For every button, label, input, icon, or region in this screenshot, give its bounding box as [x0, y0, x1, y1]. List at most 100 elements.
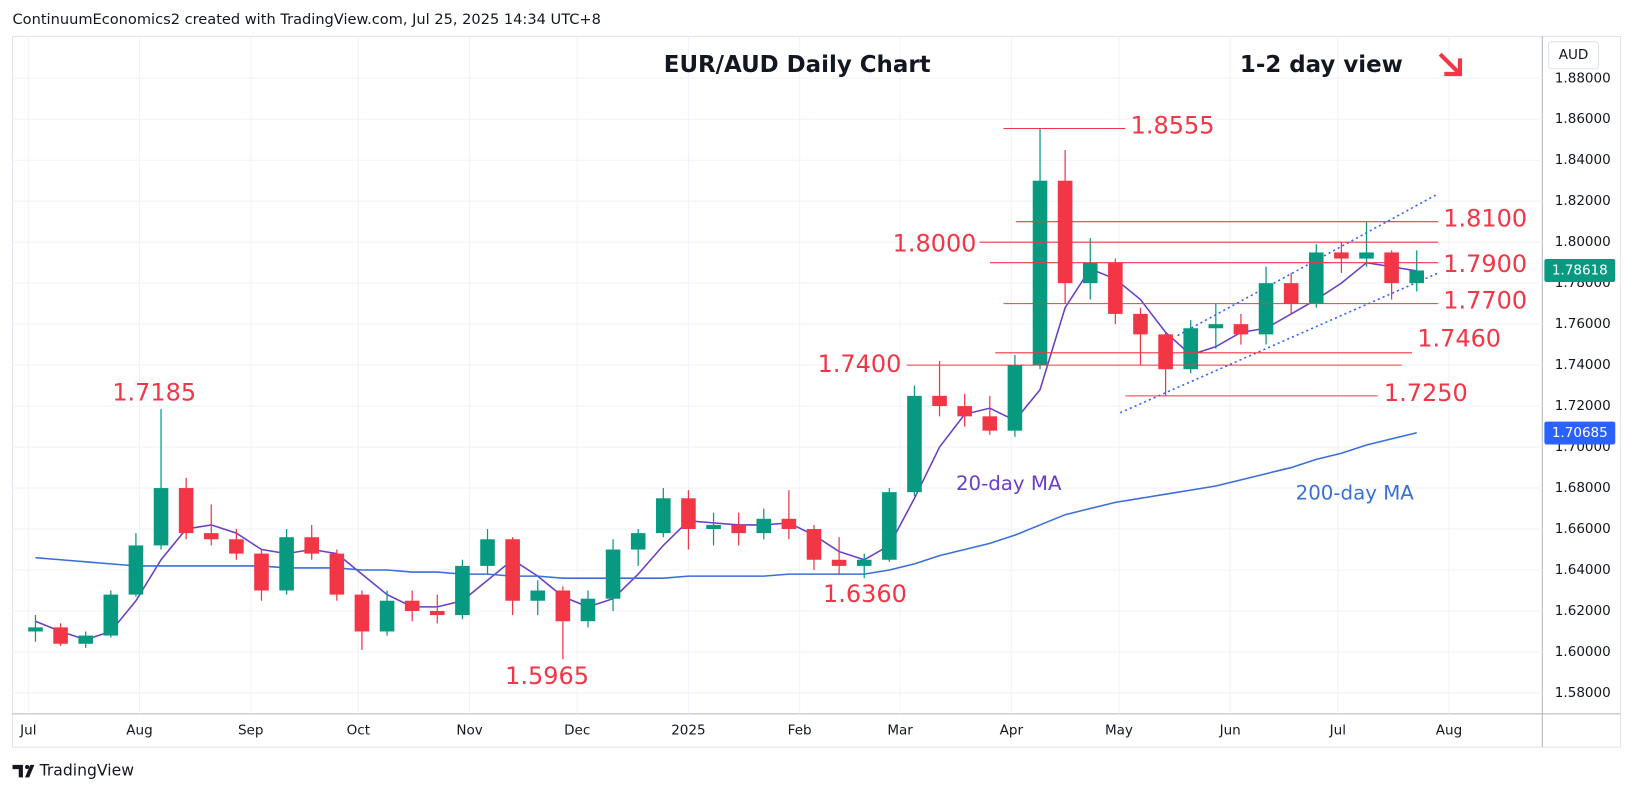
level-label: 1.7460 — [1417, 324, 1501, 352]
candle-body — [656, 498, 671, 534]
candle-body — [128, 545, 144, 595]
candle-body — [203, 533, 219, 540]
level-label: 1.7700 — [1443, 287, 1527, 315]
header: ContinuumEconomics2 created with Trading… — [13, 11, 601, 28]
candle-body — [1308, 252, 1324, 304]
candle-body — [756, 518, 772, 534]
level-label: 1.8555 — [1131, 111, 1215, 139]
candle-body — [153, 488, 169, 546]
x-tick-label: Nov — [456, 723, 482, 739]
x-tick-label: 2025 — [671, 723, 705, 739]
x-tick-label: Aug — [126, 723, 152, 739]
price-tag-label: 1.78618 — [1552, 263, 1608, 279]
candle-body — [1032, 180, 1048, 366]
candle-body — [1258, 283, 1274, 335]
x-tick-label: Jun — [1219, 723, 1241, 739]
candle-body — [1334, 252, 1349, 259]
currency-box — [1548, 41, 1600, 70]
candle-body — [932, 395, 947, 407]
candle-body — [404, 600, 420, 611]
chart-title: EUR/AUD Daily Chart — [664, 52, 931, 78]
candle-body — [1108, 262, 1123, 314]
candle-body — [379, 600, 395, 632]
candle-body — [229, 539, 244, 554]
level-label: 1.8000 — [893, 229, 977, 257]
candle-body — [1233, 324, 1249, 335]
x-tick-label: Jul — [19, 723, 36, 739]
candle-body — [1359, 252, 1374, 259]
candle-body — [1384, 252, 1399, 284]
y-tick-label: 1.76000 — [1555, 316, 1611, 332]
ma-label: 200-day MA — [1296, 481, 1415, 504]
y-tick-label: 1.88000 — [1555, 70, 1611, 86]
candle-body — [957, 406, 972, 417]
down-arrow — [1438, 52, 1463, 77]
candle-body — [505, 539, 520, 601]
candle-body — [706, 524, 721, 530]
candle-body — [781, 518, 797, 530]
y-tick-label: 1.80000 — [1555, 234, 1611, 250]
price-tag — [1544, 259, 1616, 282]
x-tick-label: Aug — [1436, 723, 1462, 739]
x-tick-label: May — [1105, 723, 1133, 739]
candle-body — [455, 565, 470, 616]
level-label: 1.5965 — [505, 662, 589, 690]
marks — [28, 127, 1439, 660]
x-tick-label: Jul — [1329, 723, 1346, 739]
candle-body — [1183, 328, 1198, 370]
candle-body — [1409, 270, 1425, 284]
level-label: 1.7400 — [818, 350, 902, 378]
candle-body — [580, 598, 596, 622]
y-tick-label: 1.62000 — [1555, 603, 1611, 619]
candle-body — [530, 590, 546, 601]
moving-average — [35, 261, 1417, 641]
level-label: 1.7185 — [112, 379, 196, 407]
candle-body — [982, 416, 998, 431]
x-tick-label: Dec — [564, 723, 590, 739]
footer: TradingView — [39, 761, 135, 780]
moving-average — [35, 431, 1417, 579]
candle-body — [1057, 180, 1073, 284]
candle-body — [78, 635, 93, 644]
candle-body — [178, 488, 194, 534]
ma-label: 20-day MA — [956, 472, 1062, 495]
candle-body — [630, 533, 646, 550]
x-tick-label: Feb — [788, 723, 812, 739]
candle-body — [1208, 324, 1224, 329]
candle-body — [806, 529, 822, 560]
candle-body — [605, 549, 621, 599]
x-tick-label: Mar — [887, 723, 913, 739]
y-tick-label: 1.86000 — [1555, 111, 1611, 127]
price-tag-label: 1.70685 — [1552, 425, 1608, 441]
x-tick-label: Oct — [347, 723, 370, 739]
level-label: 1.8100 — [1443, 205, 1527, 233]
subtitle: 1-2 day view — [1240, 52, 1403, 78]
level-label: 1.7250 — [1384, 379, 1468, 407]
tradingview-logo: TradingView — [12, 761, 135, 780]
y-tick-label: 1.82000 — [1555, 193, 1611, 209]
y-tick-label: 1.84000 — [1555, 152, 1611, 168]
candle-body — [304, 537, 320, 554]
currency: AUD — [1559, 47, 1589, 63]
candle-body — [907, 395, 922, 493]
candle-body — [28, 627, 43, 632]
y-tick-label: 1.74000 — [1555, 357, 1611, 373]
y-tick-label: 1.66000 — [1555, 521, 1611, 537]
y-tick-label: 1.64000 — [1555, 562, 1611, 578]
candle-body — [831, 559, 847, 566]
channel-line — [1177, 193, 1439, 337]
candle-body — [53, 627, 68, 644]
price-tag — [1544, 421, 1616, 445]
candle-body — [279, 537, 294, 591]
y-tick-label: 1.58000 — [1555, 685, 1611, 701]
candle-body — [681, 498, 696, 530]
y-tick-label: 1.60000 — [1555, 644, 1611, 660]
candle-body — [354, 594, 370, 632]
x-tick-label: Apr — [1000, 723, 1024, 739]
y-tick-label: 1.68000 — [1555, 480, 1611, 496]
candle-body — [1283, 283, 1299, 304]
candle-body — [856, 559, 872, 566]
candle-body — [882, 492, 897, 560]
